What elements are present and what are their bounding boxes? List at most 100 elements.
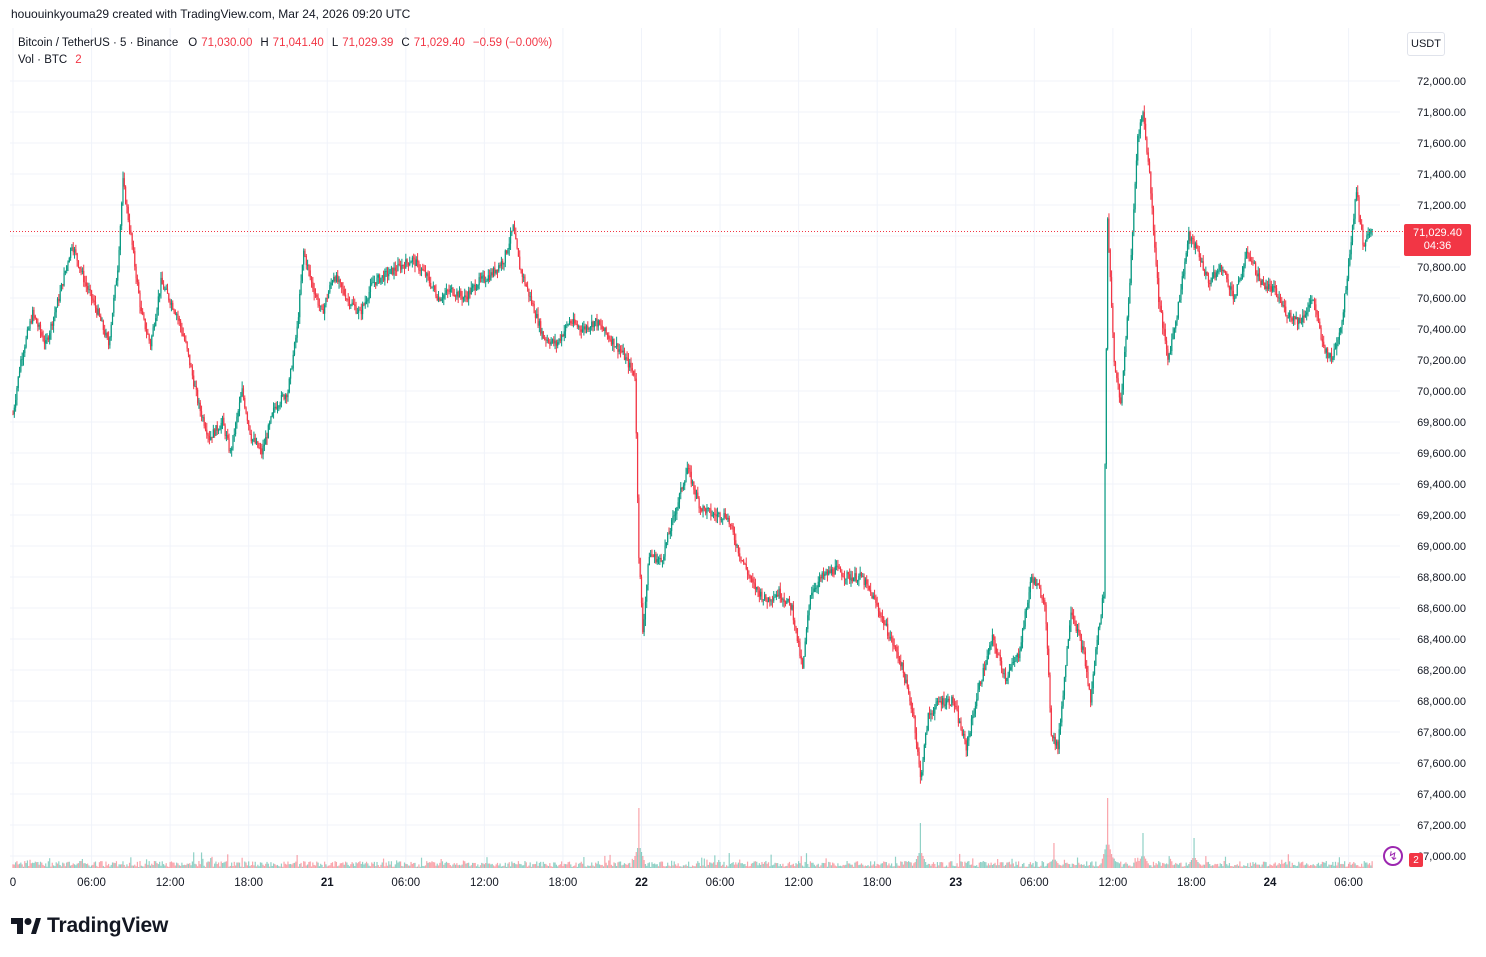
volume-bar — [627, 863, 630, 868]
volume-bar — [547, 866, 550, 868]
candle-body — [496, 269, 499, 272]
notification-count-badge[interactable]: 2 — [1409, 853, 1423, 867]
candle-body — [961, 729, 963, 736]
volume-bar — [1114, 861, 1117, 868]
volume-bar — [252, 861, 254, 868]
candle-body — [125, 186, 127, 204]
candle-body — [26, 329, 29, 338]
volume-bar — [748, 866, 750, 868]
volume-bar — [1363, 861, 1365, 868]
candle-body — [936, 701, 939, 703]
volume-bar — [720, 865, 722, 868]
volume-bar — [843, 865, 846, 868]
candle-body — [1207, 275, 1210, 284]
candle-body — [1340, 327, 1342, 333]
volume-bar — [284, 863, 286, 868]
candle-body — [745, 564, 747, 570]
volume-bar — [1245, 866, 1248, 868]
candle-body — [471, 285, 474, 288]
candle-body — [1205, 271, 1207, 275]
candle-body — [581, 329, 584, 332]
volume-bar — [309, 861, 311, 868]
volume-bar — [630, 866, 632, 868]
volume-bar — [227, 854, 229, 868]
volume-bar — [1041, 861, 1043, 868]
candle-body — [62, 284, 64, 286]
candle-body — [1036, 583, 1038, 586]
flash-icon[interactable]: ↯ — [1383, 846, 1403, 866]
candle-body — [77, 260, 80, 268]
candle-body — [1254, 262, 1257, 275]
candle-body — [393, 267, 395, 275]
volume-bar — [1324, 862, 1326, 868]
volume-bar — [259, 862, 262, 868]
volume-bar — [67, 861, 69, 868]
volume-bar — [1105, 844, 1107, 868]
candle-body — [782, 599, 784, 601]
candle-body — [240, 396, 242, 403]
volume-bar — [812, 862, 814, 868]
candle-body — [90, 290, 93, 299]
candle-body — [927, 713, 929, 731]
volume-bar — [877, 864, 880, 868]
candle-body — [931, 713, 933, 715]
candle-body — [884, 624, 886, 626]
volume-bar — [1101, 858, 1103, 868]
price-chart[interactable]: 67,000.0067,200.0067,400.0067,600.0067,8… — [10, 28, 1476, 896]
volume-bar — [1010, 864, 1012, 868]
candle-body — [1179, 299, 1181, 302]
volume-label[interactable]: Vol · BTC — [18, 54, 68, 66]
candle-body — [915, 733, 918, 744]
currency-button[interactable]: USDT — [1407, 32, 1445, 56]
candle-body — [963, 733, 965, 736]
candle-body — [274, 406, 276, 408]
candle-body — [708, 508, 711, 509]
volume-bar — [698, 862, 700, 868]
candle-body — [214, 429, 216, 436]
candle-body — [403, 265, 406, 269]
volume-bar — [818, 866, 821, 868]
candle-body — [233, 434, 235, 436]
volume-bar — [703, 858, 705, 868]
candle-body — [553, 339, 555, 344]
volume-bar — [799, 863, 801, 868]
tradingview-logo[interactable]: TradingView — [11, 914, 168, 938]
price-tick-label: 68,800.00 — [1417, 572, 1466, 584]
volume-bar — [820, 865, 822, 868]
volume-bar — [930, 865, 932, 868]
volume-bar — [1048, 863, 1050, 868]
candle-body — [1349, 254, 1351, 265]
candle-body — [767, 597, 770, 603]
candle-body — [829, 570, 831, 573]
candle-body — [748, 574, 750, 576]
candle-body — [312, 281, 314, 289]
candle-body — [873, 595, 876, 599]
volume-bar — [1341, 863, 1343, 868]
candle-body — [407, 262, 410, 266]
volume-bar — [210, 858, 212, 868]
candle-body — [547, 339, 550, 343]
candle-body — [1200, 257, 1202, 262]
price-tick-label: 69,800.00 — [1417, 417, 1466, 429]
candle-body — [714, 513, 716, 515]
candle-body — [545, 338, 547, 341]
volume-bar — [326, 866, 328, 868]
volume-bar — [1230, 866, 1232, 868]
volume-bar — [600, 865, 602, 868]
volume-bar — [914, 862, 916, 868]
volume-bar — [968, 861, 970, 868]
volume-bar — [653, 863, 656, 868]
candle-body — [58, 298, 60, 302]
volume-bar — [1146, 861, 1148, 868]
symbol-label[interactable]: Bitcoin / TetherUS · 5 · Binance — [18, 37, 179, 49]
candle-body — [626, 357, 628, 359]
candle-body — [918, 751, 920, 765]
candle-body — [1079, 632, 1081, 638]
candle-body — [491, 272, 493, 276]
volume-bar — [1072, 863, 1075, 868]
candle-body — [1018, 654, 1020, 659]
candle-body — [79, 267, 81, 269]
volume-bar — [454, 864, 457, 868]
candle-body — [321, 305, 323, 310]
time-tick-label: 23 — [949, 877, 962, 889]
